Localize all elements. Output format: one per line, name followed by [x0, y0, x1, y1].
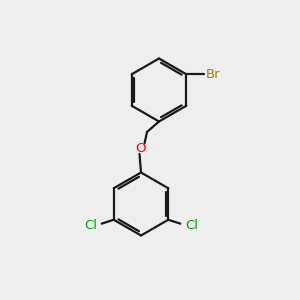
Text: O: O [136, 142, 146, 155]
Text: Br: Br [206, 68, 220, 81]
Text: Cl: Cl [185, 219, 198, 232]
Text: Cl: Cl [84, 219, 97, 232]
